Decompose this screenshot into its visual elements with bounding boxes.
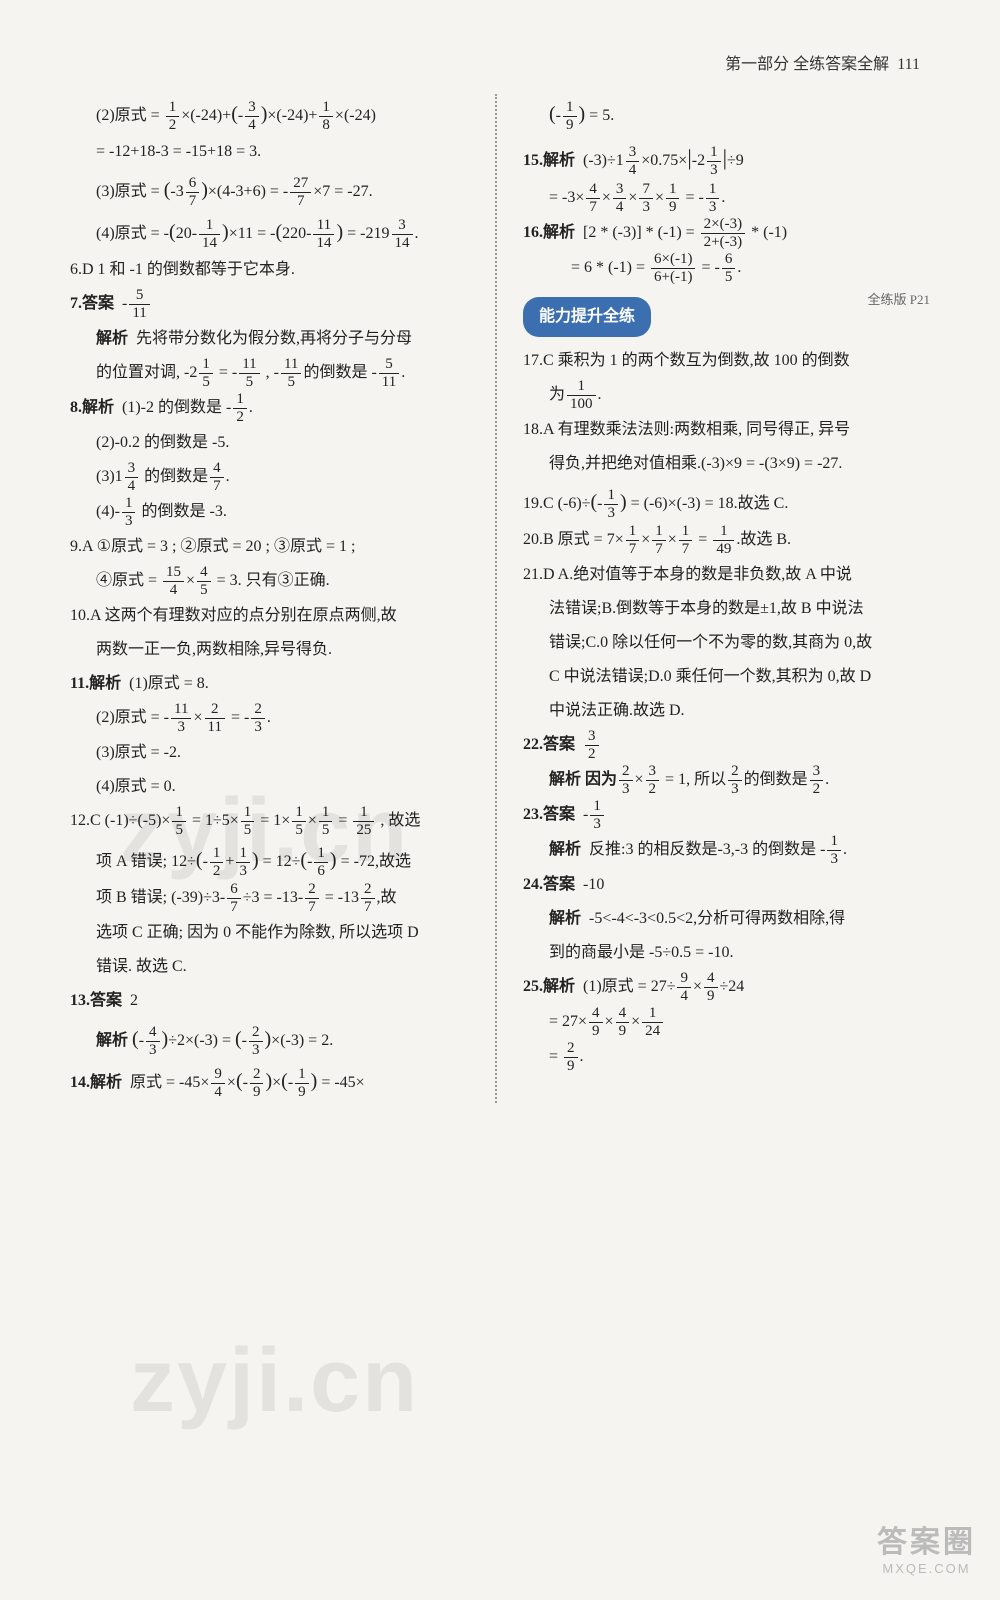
text-line: 10.A 这两个有理数对应的点分别在原点两侧,故 <box>70 600 477 632</box>
text-line: 的位置对调, -215 = -115 , -115的倒数是 -511. <box>70 357 477 390</box>
text-line: = 6 * (-1) = 6×(-1)6+(-1) = -65. <box>523 252 930 285</box>
page-ref: 全练版 P21 <box>868 287 930 313</box>
logo-url: MXQE.COM <box>877 1561 976 1576</box>
text-line: 错误. 故选 C. <box>70 951 477 983</box>
text-line: 项 A 错误; 12÷(-12+13) = 12÷(-16) = -72,故选 <box>70 840 477 880</box>
text-line: 两数一正一负,两数相除,异号得负. <box>70 634 477 666</box>
text-line: (4)原式 = 0. <box>70 771 477 803</box>
text-line: 到的商最小是 -5÷0.5 = -10. <box>523 937 930 969</box>
text-line: (4)原式 = -(20-114)×11 = -(220-1114) = -21… <box>70 212 477 252</box>
text-line: 20.B 原式 = 7×17×17×17 = 149.故选 B. <box>523 524 930 557</box>
text-line: 13.答案 2 <box>70 985 477 1017</box>
text-line: 解析 (-43)÷2×(-3) = (-23)×(-3) = 2. <box>70 1019 477 1059</box>
left-column: (2)原式 = 12×(-24)+(-34)×(-24)+18×(-24) = … <box>70 94 497 1103</box>
text-line: (3)原式 = -2. <box>70 737 477 769</box>
text-line: 错误;C.0 除以任何一个不为零的数,其商为 0,故 <box>523 627 930 659</box>
text-line: 解析 -5<-4<-3<0.5<2,分析可得两数相除,得 <box>523 903 930 935</box>
section-badge-row: 能力提升全练 全练版 P21 <box>523 287 930 345</box>
logo-text: 答案圈 <box>877 1517 976 1561</box>
text-line: 15.解析 (-3)÷134×0.75×|-213|÷9 <box>523 136 930 180</box>
text-line: 6.D 1 和 -1 的倒数都等于它本身. <box>70 254 477 286</box>
text-line: 选项 C 正确; 因为 0 不能作为除数, 所以选项 D <box>70 917 477 949</box>
text-line: 解析 解析 先将带分数化为假分数,再将分子与分母先将带分数化为假分数,再将分子与… <box>70 323 477 355</box>
page: 第一部分 全练答案全解 111 (2)原式 = 12×(-24)+(-34)×(… <box>0 0 1000 1600</box>
text-line: 22.答案 32 <box>523 729 930 762</box>
text-line: 9.A ①原式 = 3 ; ②原式 = 20 ; ③原式 = 1 ; <box>70 531 477 563</box>
text-line: 23.答案 -13 <box>523 799 930 832</box>
text-line: ④原式 = 154×45 = 3. 只有③正确. <box>70 565 477 598</box>
text-line: C 中说法错误;D.0 乘任何一个数,其积为 0,故 D <box>523 661 930 693</box>
text-line: (2)原式 = 12×(-24)+(-34)×(-24)+18×(-24) <box>70 94 477 134</box>
text-line: 中说法正确.故选 D. <box>523 695 930 727</box>
text-line: 为1100. <box>523 379 930 412</box>
text-line: 解析 反推:3 的相反数是-3,-3 的倒数是 -13. <box>523 834 930 867</box>
page-header: 第一部分 全练答案全解 111 <box>70 50 930 74</box>
text-line: 24.答案 -10 <box>523 869 930 901</box>
text-line: 21.D A.绝对值等于本身的数是非负数,故 A 中说 <box>523 559 930 591</box>
text-line: 11.解析 (1)原式 = 8. <box>70 668 477 700</box>
text-line: 14.解析 原式 = -45×94×(-29)×(-19) = -45× <box>70 1061 477 1101</box>
section-label: 第一部分 全练答案全解 <box>725 56 889 73</box>
text-line: 7.答案 -511 <box>70 288 477 321</box>
text-line: (2)-0.2 的倒数是 -5. <box>70 427 477 459</box>
two-column-layout: (2)原式 = 12×(-24)+(-34)×(-24)+18×(-24) = … <box>70 94 930 1103</box>
page-number: 111 <box>897 56 920 73</box>
corner-logo: 答案圈 MXQE.COM <box>877 1517 976 1576</box>
text-line: (2)原式 = -113×211 = -23. <box>70 702 477 735</box>
text-line: = -3×47×34×73×19 = -13. <box>523 182 930 215</box>
section-badge: 能力提升全练 <box>523 297 651 337</box>
watermark: zyji.cn <box>130 1330 419 1433</box>
text-line: 8.解析 (1)-2 的倒数是 -12. <box>70 392 477 425</box>
text-line: 16.解析 [2 * (-3)] * (-1) = 2×(-3)2+(-3) *… <box>523 217 930 250</box>
text-line: 项 B 错误; (-39)÷3-67÷3 = -13-27 = -1327,故 <box>70 882 477 915</box>
text-line: 18.A 有理数乘法法则:两数相乘, 同号得正, 异号 <box>523 414 930 446</box>
text-line: 17.C 乘积为 1 的两个数互为倒数,故 100 的倒数 <box>523 345 930 377</box>
text-line: = -12+18-3 = -15+18 = 3. <box>70 136 477 168</box>
text-line: 得负,并把绝对值相乘.(-3)×9 = -(3×9) = -27. <box>523 448 930 480</box>
text-line: 解析 因为23×32 = 1, 所以23的倒数是32. <box>523 764 930 797</box>
text-line: (4)-13 的倒数是 -3. <box>70 496 477 529</box>
text-line: = 27×49×49×124 <box>523 1006 930 1039</box>
right-column: (-19) = 5. 15.解析 (-3)÷134×0.75×|-213|÷9 … <box>517 94 930 1103</box>
text-line: 25.解析 (1)原式 = 27÷94×49÷24 <box>523 971 930 1004</box>
text-line: (3)134 的倒数是47. <box>70 461 477 494</box>
text-line: 12.C (-1)÷(-5)×15 = 1÷5×15 = 1×15×15 = 1… <box>70 805 477 838</box>
text-line: 19.C (-6)÷(-13) = (-6)×(-3) = 18.故选 C. <box>523 482 930 522</box>
text-line: (3)原式 = (-367)×(4-3+6) = -277×7 = -27. <box>70 170 477 210</box>
text-line: (-19) = 5. <box>523 94 930 134</box>
text-line: = 29. <box>523 1041 930 1074</box>
text-line: 法错误;B.倒数等于本身的数是±1,故 B 中说法 <box>523 593 930 625</box>
